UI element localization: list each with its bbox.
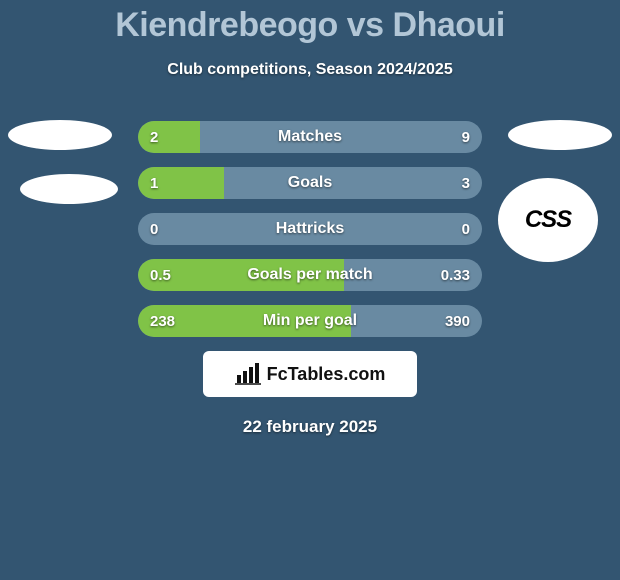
subtitle: Club competitions, Season 2024/2025 <box>0 61 620 79</box>
stat-track <box>138 213 482 245</box>
date-text: 22 february 2025 <box>0 417 620 437</box>
page-title: Kiendrebeogo vs Dhaoui <box>0 0 620 45</box>
club-logo-right-2: CSS <box>498 178 598 262</box>
club-logo-right-1 <box>508 120 612 150</box>
player2-name: Dhaoui <box>393 6 505 44</box>
club-badge-text: CSS <box>525 206 571 234</box>
stat-track <box>138 259 482 291</box>
stat-row: 1 Goals 3 <box>138 167 482 199</box>
vs-text: vs <box>347 6 384 44</box>
comparison-card: Kiendrebeogo vs Dhaoui Club competitions… <box>0 0 620 580</box>
stat-track <box>138 167 482 199</box>
stat-row: 0.5 Goals per match 0.33 <box>138 259 482 291</box>
brand-badge[interactable]: FcTables.com <box>203 351 417 397</box>
club-logo-left-1 <box>8 120 112 150</box>
stat-fill-left <box>138 259 344 291</box>
stat-row: 0 Hattricks 0 <box>138 213 482 245</box>
brand-text: FcTables.com <box>267 364 386 385</box>
bar-chart-icon <box>235 363 261 385</box>
stat-fill-left <box>138 121 200 153</box>
club-logo-left-2 <box>20 174 118 204</box>
player1-name: Kiendrebeogo <box>115 6 338 44</box>
stat-row: 2 Matches 9 <box>138 121 482 153</box>
stat-track <box>138 121 482 153</box>
stat-fill-left <box>138 305 351 337</box>
stat-fill-left <box>138 167 224 199</box>
stat-row: 238 Min per goal 390 <box>138 305 482 337</box>
stat-track <box>138 305 482 337</box>
